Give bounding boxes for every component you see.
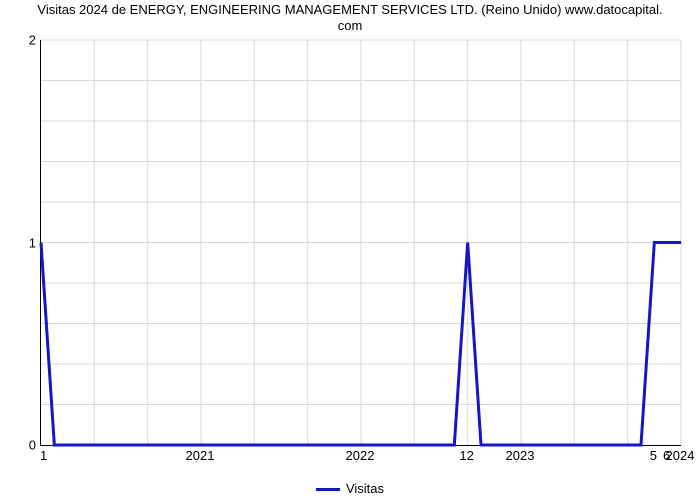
y-tick-label: 1 (29, 235, 36, 250)
x-tick-label: 2023 (506, 448, 535, 463)
x-tick-label: 2024 (666, 448, 695, 463)
y-tick-label: 0 (29, 438, 36, 453)
legend-label: Visitas (346, 481, 384, 496)
legend-swatch (316, 488, 340, 491)
gridlines (41, 40, 681, 445)
legend: Visitas (0, 481, 700, 496)
chart-title-line2: com (338, 18, 363, 33)
chart-title: Visitas 2024 de ENERGY, ENGINEERING MANA… (0, 2, 700, 35)
x-tick-label: 1 (40, 448, 47, 463)
plot-area (40, 40, 681, 446)
x-tick-label: 5 (650, 448, 657, 463)
x-tick-label: 12 (459, 448, 473, 463)
x-tick-label: 2021 (186, 448, 215, 463)
x-tick-label: 2022 (346, 448, 375, 463)
plot-svg (41, 40, 681, 445)
y-tick-label: 2 (29, 33, 36, 48)
chart-title-line1: Visitas 2024 de ENERGY, ENGINEERING MANA… (37, 2, 662, 17)
visits-chart: Visitas 2024 de ENERGY, ENGINEERING MANA… (0, 0, 700, 500)
